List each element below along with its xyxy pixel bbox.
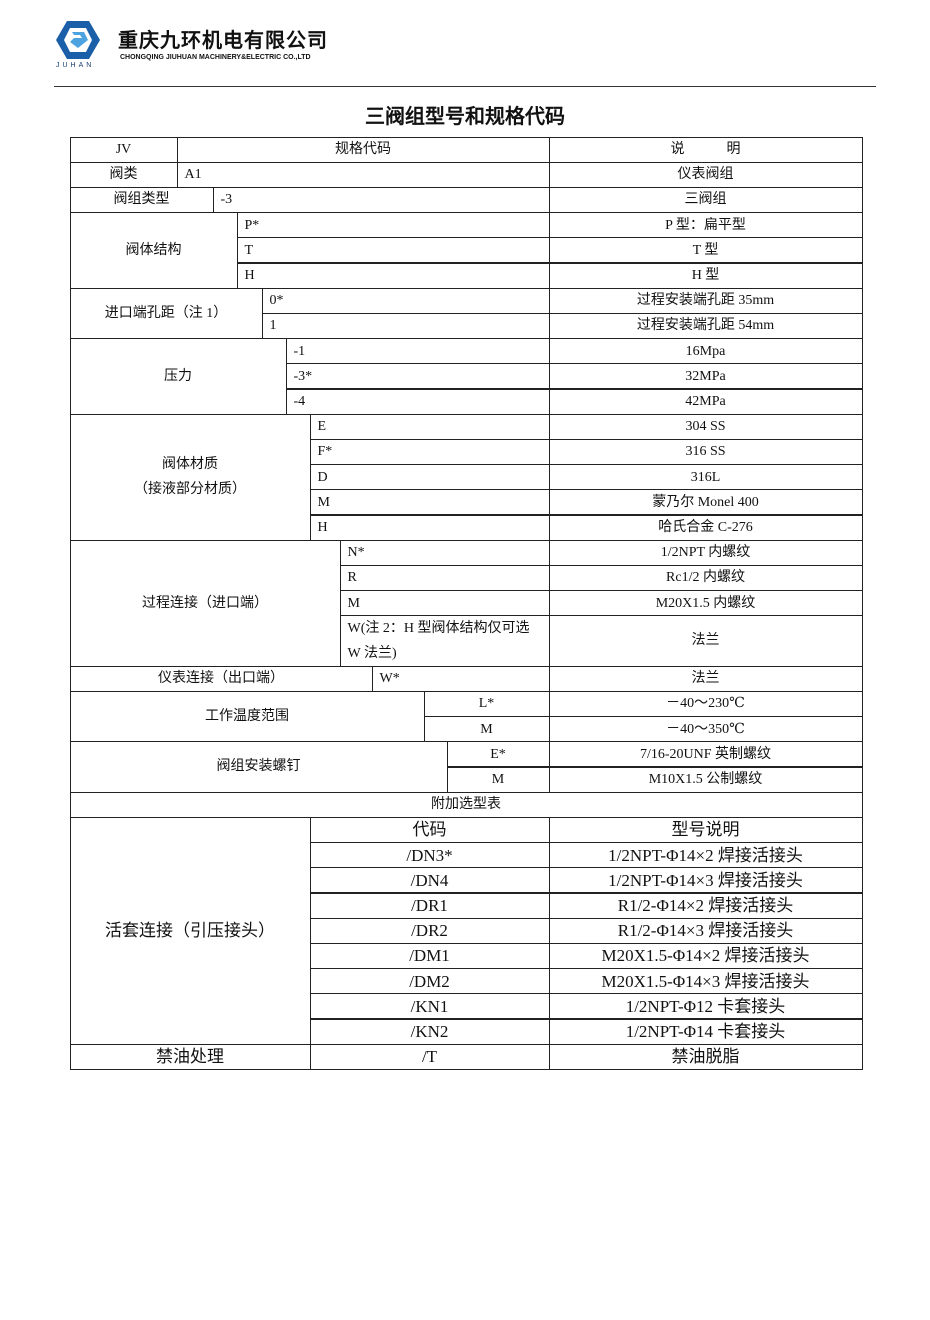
section-label: 进口端孔距（注 1） <box>69 287 263 340</box>
section-label: 阀类 <box>69 161 178 188</box>
spec-description: 1/2NPT 内螺纹 <box>548 539 863 566</box>
section-label: 阀组安装螺钉 <box>69 741 448 793</box>
spec-description: 过程安装端孔距 54mm <box>548 312 863 340</box>
spec-code: 0* <box>261 287 550 314</box>
section-label: 工作温度范围 <box>69 690 425 743</box>
spec-description: H 型 <box>548 262 863 289</box>
section-label: 阀体结构 <box>69 212 238 289</box>
company-name: 重庆九环机电有限公司 <box>118 28 328 52</box>
oil-free-label: 禁油处理 <box>69 1043 311 1070</box>
addon-description: 1/2NPT-Φ12 卡套接头 <box>548 993 863 1020</box>
spec-code: F* <box>309 438 550 466</box>
logo-mark-text: JUHAN <box>56 62 95 69</box>
spec-description: 法兰 <box>548 615 863 667</box>
addon-group-label: 活套连接（引压接头） <box>69 816 311 1045</box>
addon-code: /DM2 <box>309 968 550 995</box>
spec-code: N* <box>339 539 550 566</box>
spec-description: 42MPa <box>548 388 863 415</box>
table-header-spec: 规格代码 <box>176 136 550 163</box>
addon-code: /DN4 <box>309 867 550 894</box>
spec-code: W(注 2：H 型阀体结构仅可选 W 法兰) <box>339 615 550 667</box>
section-label: 阀体材质 （接液部分材质） <box>69 413 311 541</box>
page-title: 三阀组型号和规格代码 <box>365 106 565 128</box>
section-label: 阀组类型 <box>69 186 214 214</box>
spec-code: -4 <box>285 388 550 415</box>
spec-description: P 型：扁平型 <box>548 212 863 239</box>
oil-free-code: /T <box>309 1043 550 1070</box>
addon-description: 1/2NPT-Φ14 卡套接头 <box>548 1018 863 1045</box>
addon-code: /DR1 <box>309 892 550 919</box>
table-header-jv: JV <box>69 136 178 163</box>
table-header-desc: 说 明 <box>548 136 863 163</box>
spec-code: -3* <box>285 363 550 390</box>
spec-code: M <box>309 489 550 516</box>
addon-description: M20X1.5-Φ14×3 焊接活接头 <box>548 968 863 995</box>
spec-description: M20X1.5 内螺纹 <box>548 590 863 617</box>
addon-code: /DR2 <box>309 917 550 944</box>
spec-code: E <box>309 413 550 440</box>
spec-description: 316 SS <box>548 438 863 466</box>
spec-description: 过程安装端孔距 35mm <box>548 287 863 314</box>
addon-header-desc: 型号说明 <box>548 816 863 844</box>
addon-code: /KN2 <box>309 1018 550 1045</box>
addon-description: R1/2-Φ14×2 焊接活接头 <box>548 892 863 919</box>
spec-code: W* <box>371 665 550 692</box>
spec-description: 仪表阀组 <box>548 161 863 188</box>
spec-description: 316L <box>548 464 863 491</box>
header-divider <box>54 86 876 87</box>
spec-description: 16Mpa <box>548 338 863 365</box>
company-name-en: CHONGQING JIUHUAN MACHINERY&ELECTRIC CO.… <box>120 54 311 61</box>
addon-code: /DN3* <box>309 842 550 869</box>
spec-code: -3 <box>212 186 550 214</box>
spec-code: H <box>309 514 550 541</box>
addon-description: 1/2NPT-Φ14×2 焊接活接头 <box>548 842 863 869</box>
spec-code: M <box>339 590 550 617</box>
company-logo-icon <box>56 21 100 59</box>
spec-description: 三阀组 <box>548 186 863 214</box>
addon-code: /DM1 <box>309 942 550 970</box>
section-label: 过程连接（进口端） <box>69 539 341 667</box>
spec-code: L* <box>423 690 550 718</box>
addon-header-code: 代码 <box>309 816 550 844</box>
addon-description: M20X1.5-Φ14×2 焊接活接头 <box>548 942 863 970</box>
spec-description: T 型 <box>548 237 863 264</box>
spec-description: －40～230℃ <box>548 690 863 718</box>
section-label: 仪表连接（出口端） <box>69 665 373 692</box>
addon-description: R1/2-Φ14×3 焊接活接头 <box>548 917 863 944</box>
addon-code: /KN1 <box>309 993 550 1020</box>
spec-description: Rc1/2 内螺纹 <box>548 564 863 592</box>
spec-description: －40～350℃ <box>548 716 863 743</box>
spec-code: P* <box>236 212 550 239</box>
spec-description: M10X1.5 公制螺纹 <box>548 766 863 793</box>
spec-description: 蒙乃尔 Monel 400 <box>548 489 863 516</box>
addon-description: 1/2NPT-Φ14×3 焊接活接头 <box>548 867 863 894</box>
section-label: 压力 <box>69 338 287 415</box>
spec-description: 法兰 <box>548 665 863 692</box>
spec-code: A1 <box>176 161 550 188</box>
spec-code: D <box>309 464 550 491</box>
spec-description: 304 SS <box>548 413 863 440</box>
spec-code: T <box>236 237 550 264</box>
spec-code: R <box>339 564 550 592</box>
oil-free-description: 禁油脱脂 <box>548 1043 863 1070</box>
spec-description: 32MPa <box>548 363 863 390</box>
spec-code: 1 <box>261 312 550 340</box>
spec-code: E* <box>446 741 550 768</box>
spec-code: -1 <box>285 338 550 365</box>
spec-code: H <box>236 262 550 289</box>
spec-code: M <box>423 716 550 743</box>
spec-code: M <box>446 766 550 793</box>
spec-description: 7/16-20UNF 英制螺纹 <box>548 741 863 768</box>
spec-description: 哈氏合金 C-276 <box>548 514 863 541</box>
addon-title: 附加选型表 <box>69 791 863 818</box>
